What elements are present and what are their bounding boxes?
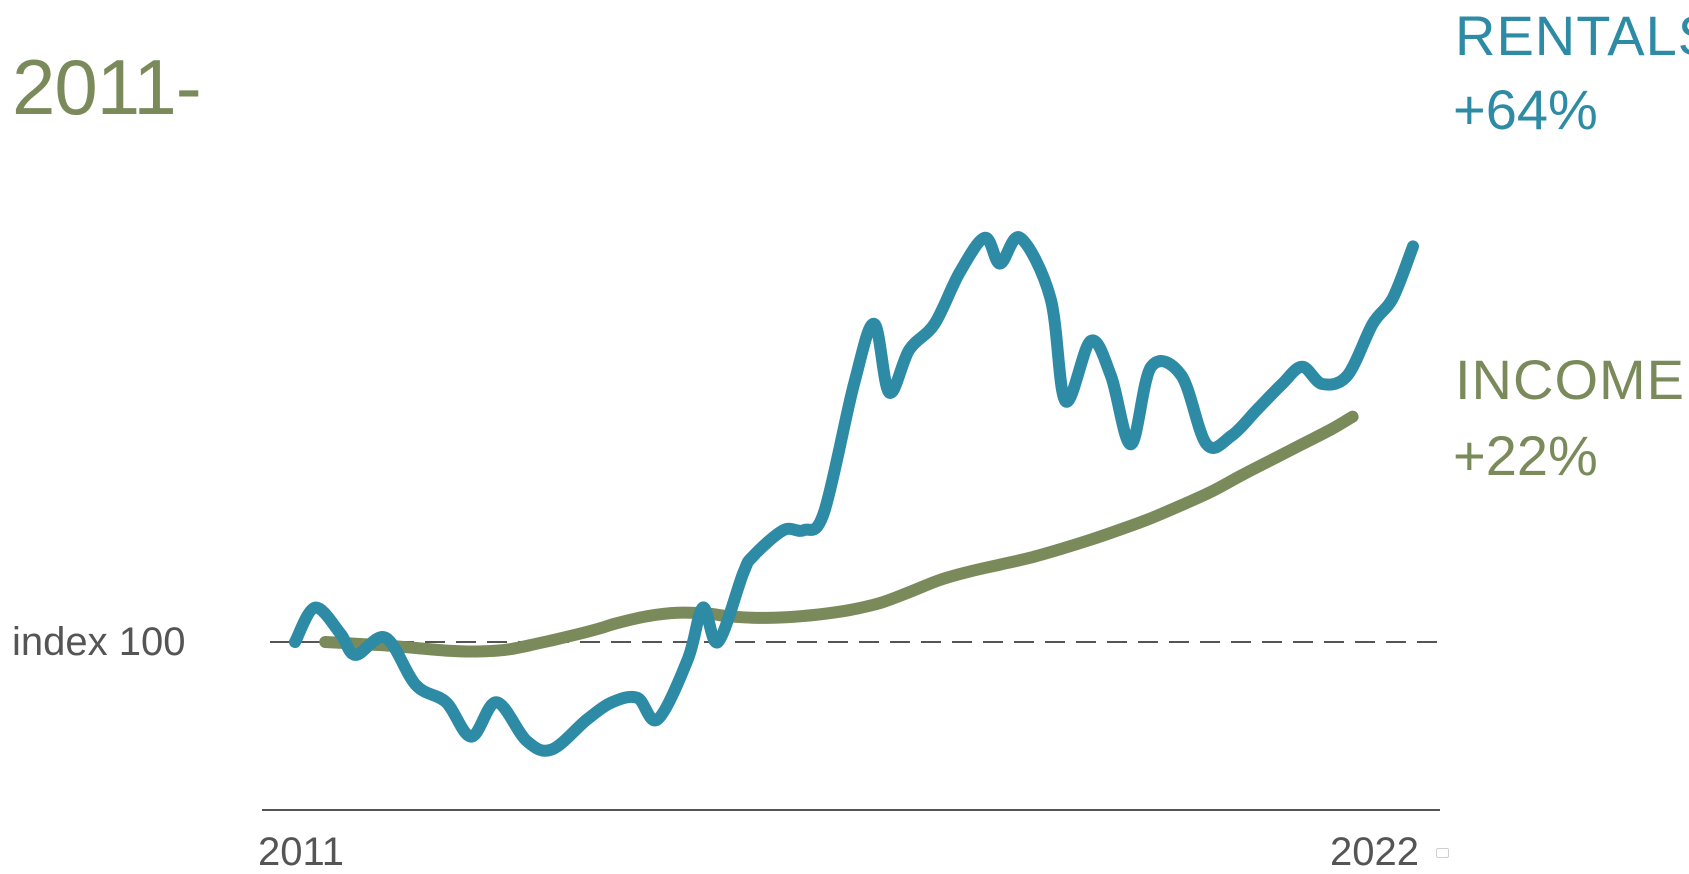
rentals-series-label: RENTALS [1455,4,1689,67]
rentals-change-label: +64% [1453,78,1598,141]
watermark-icon [1436,848,1449,858]
x-tick-label-start: 2011 [258,830,345,874]
income-series-label: INCOME [1455,348,1685,411]
rentals-series-line [289,231,1419,757]
income-series-line [319,410,1359,658]
period-label: 2011- [12,43,202,131]
x-tick-label-end: 2022 [1330,830,1419,874]
income-change-label: +22% [1453,424,1598,487]
baseline-label: index 100 [12,620,186,664]
